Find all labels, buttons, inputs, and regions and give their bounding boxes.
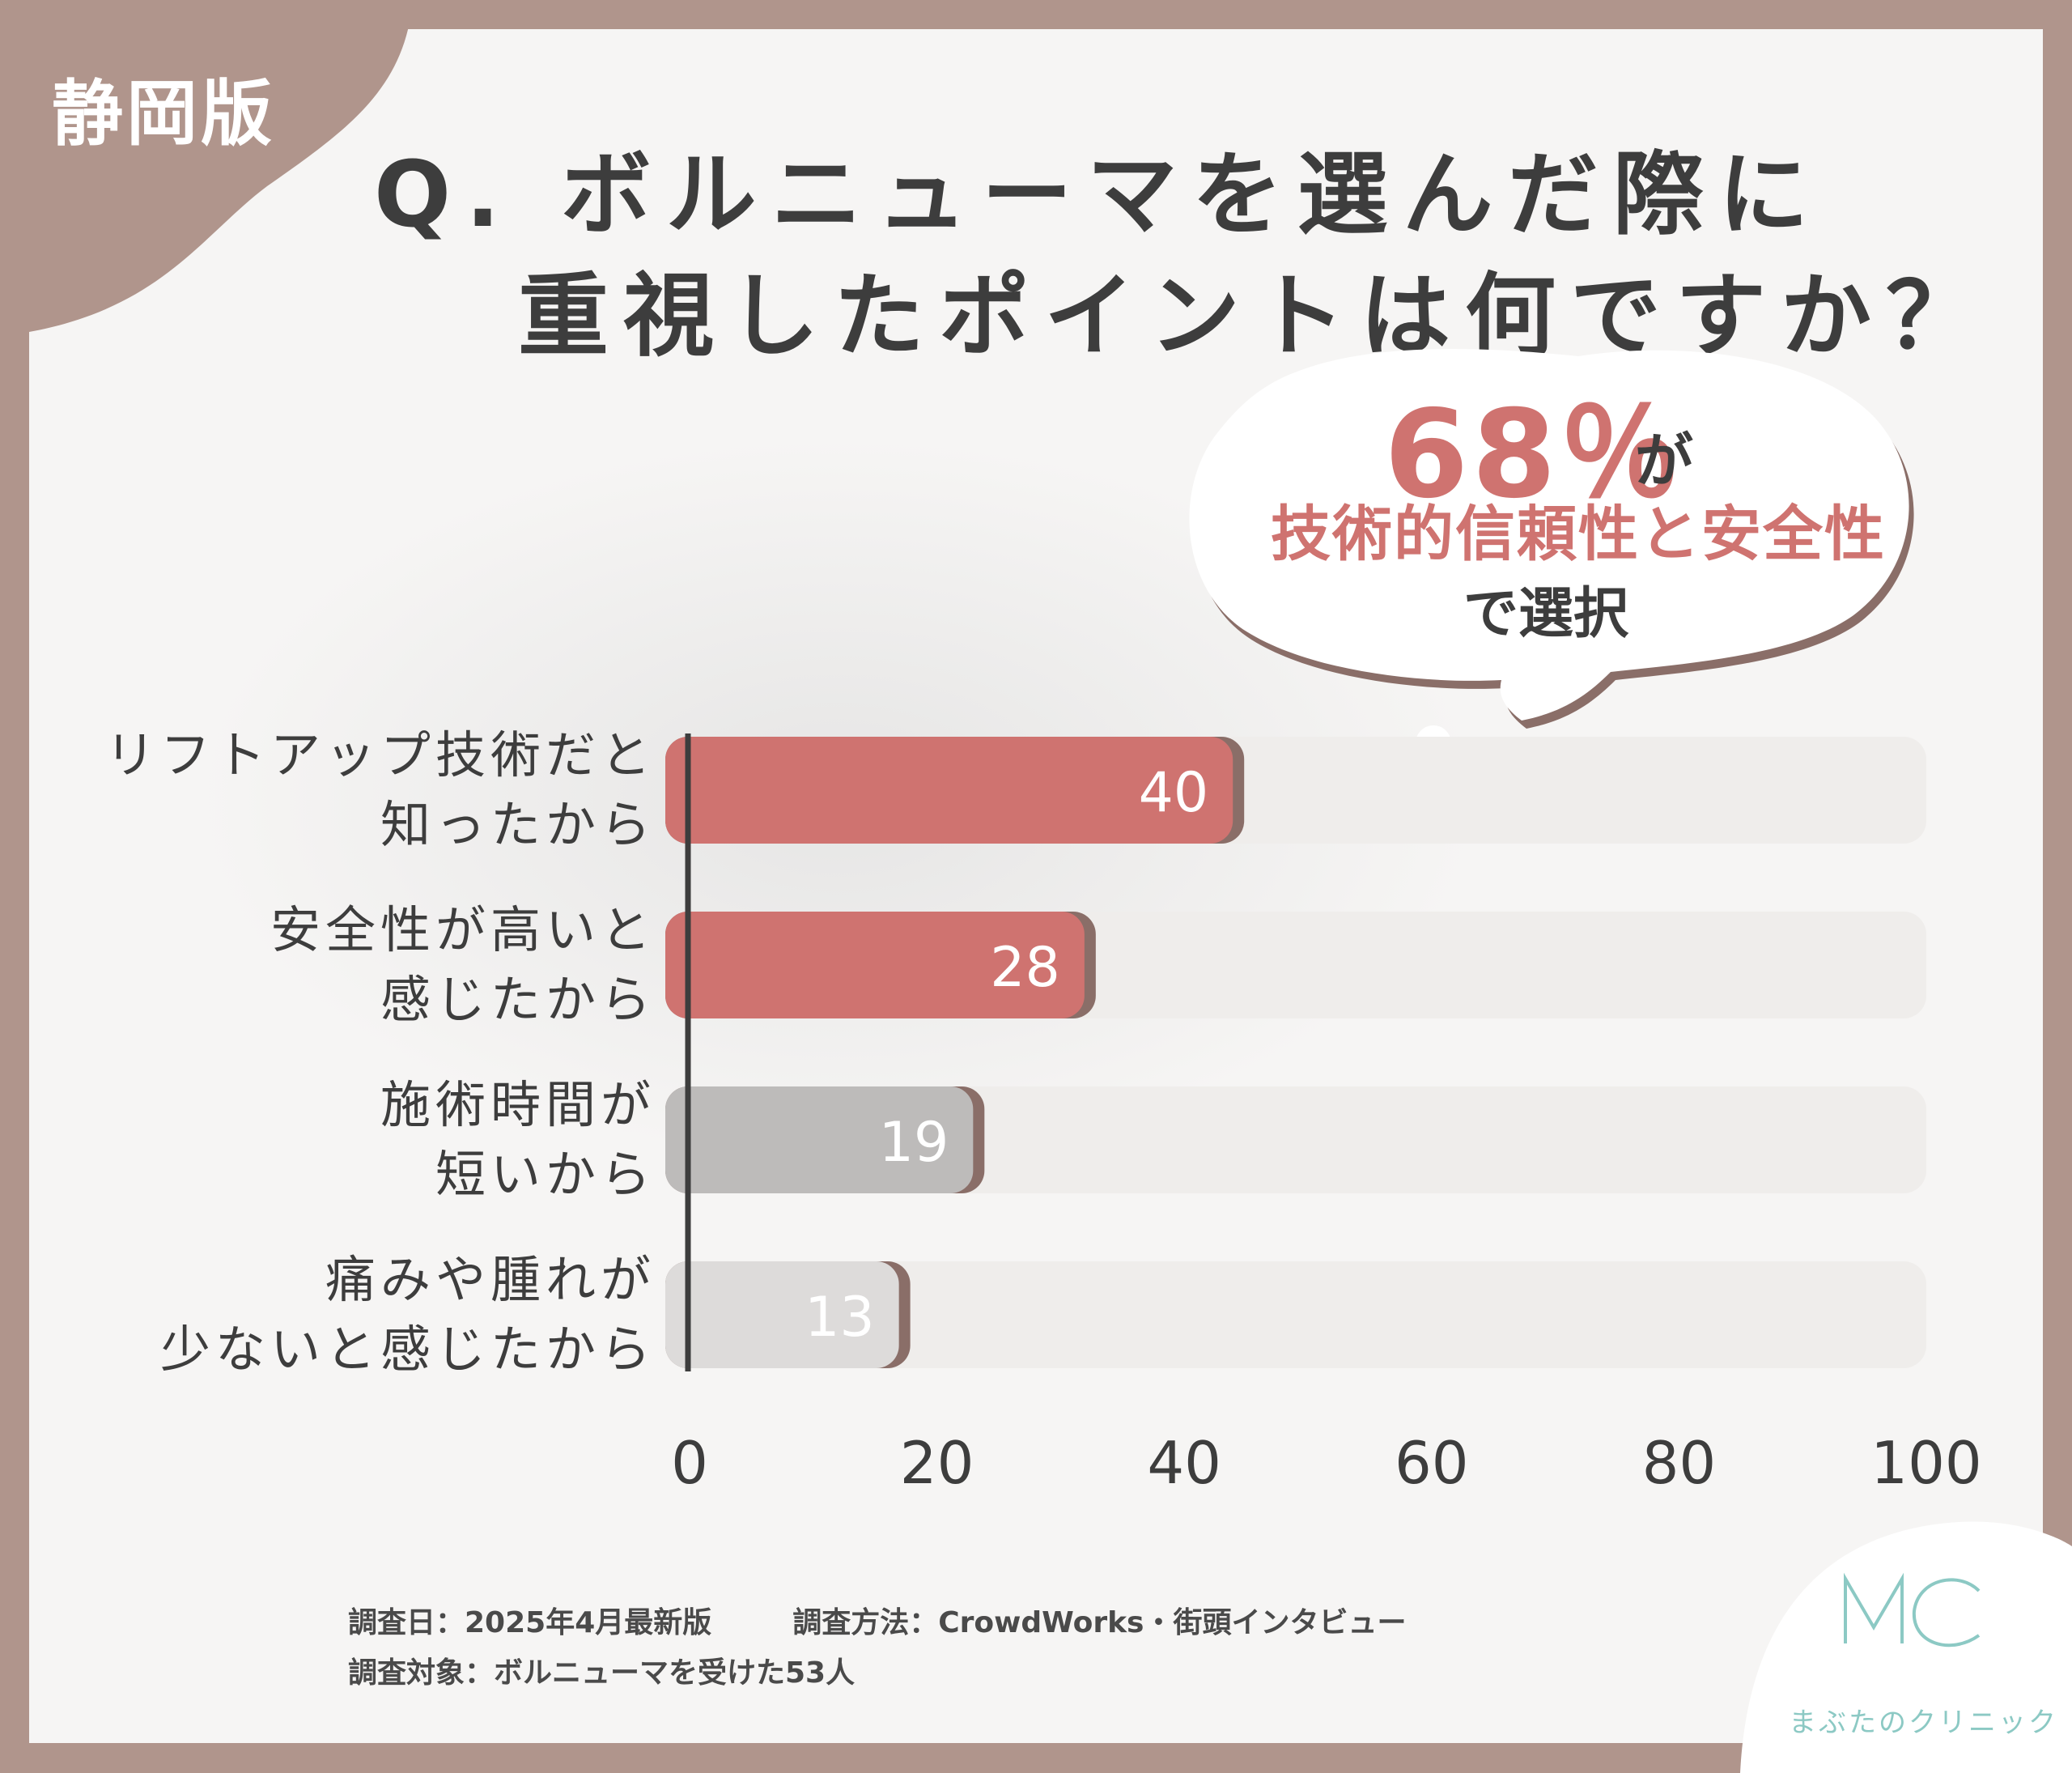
question-line-1: Q. ボルニューマを選んだ際に bbox=[374, 142, 1824, 248]
callout-percent: 68％ bbox=[1384, 385, 1684, 525]
survey-date: 調査日：2025年4月最新版 bbox=[348, 1606, 712, 1639]
bar bbox=[665, 1086, 974, 1193]
bar-track bbox=[690, 1261, 1926, 1368]
x-tick-label: 60 bbox=[1395, 1429, 1469, 1497]
x-tick-label: 40 bbox=[1147, 1429, 1221, 1497]
category-label: 安全性が高いと 感じたから bbox=[270, 900, 656, 1029]
bar-value-label: 28 bbox=[990, 936, 1060, 1000]
callout-main: 技術的信頼性と安全性 bbox=[1271, 500, 1886, 569]
region-label: 静岡版 bbox=[52, 72, 276, 155]
bar-track bbox=[690, 1086, 1926, 1193]
callout-sub: で選択 bbox=[1463, 582, 1628, 646]
survey-method: 調査方法：CrowdWorks・街頭インタビュー bbox=[792, 1606, 1407, 1639]
bar-value-label: 40 bbox=[1139, 761, 1209, 825]
bar bbox=[665, 912, 1085, 1018]
question-line-2: 重視したポイントは何ですか？ bbox=[518, 264, 1991, 369]
category-label: 痛みや腫れが 少ないと感じたから bbox=[159, 1250, 656, 1379]
x-tick-label: 80 bbox=[1642, 1429, 1717, 1497]
category-label: 施術時間が 短いから bbox=[380, 1075, 656, 1204]
logo-mark bbox=[1740, 1521, 2072, 1773]
bar-value-label: 13 bbox=[805, 1286, 875, 1350]
bar bbox=[665, 737, 1233, 844]
x-tick-label: 0 bbox=[671, 1429, 708, 1497]
x-tick-label: 100 bbox=[1870, 1429, 1981, 1497]
x-tick-label: 20 bbox=[900, 1429, 974, 1497]
callout-suffix: が bbox=[1635, 427, 1694, 495]
survey-target: 調査対象：ボルニューマを受けた53人 bbox=[348, 1656, 856, 1690]
bar-value-label: 19 bbox=[879, 1111, 949, 1175]
bar bbox=[665, 1261, 899, 1368]
logo-name: まぶたのクリニック bbox=[1789, 1707, 2058, 1739]
category-label: リフトアップ技術だと 知ったから bbox=[104, 725, 656, 854]
survey-info: 調査日：2025年4月最新版 調査方法：CrowdWorks・街頭インタビュー 調… bbox=[348, 1599, 1406, 1699]
